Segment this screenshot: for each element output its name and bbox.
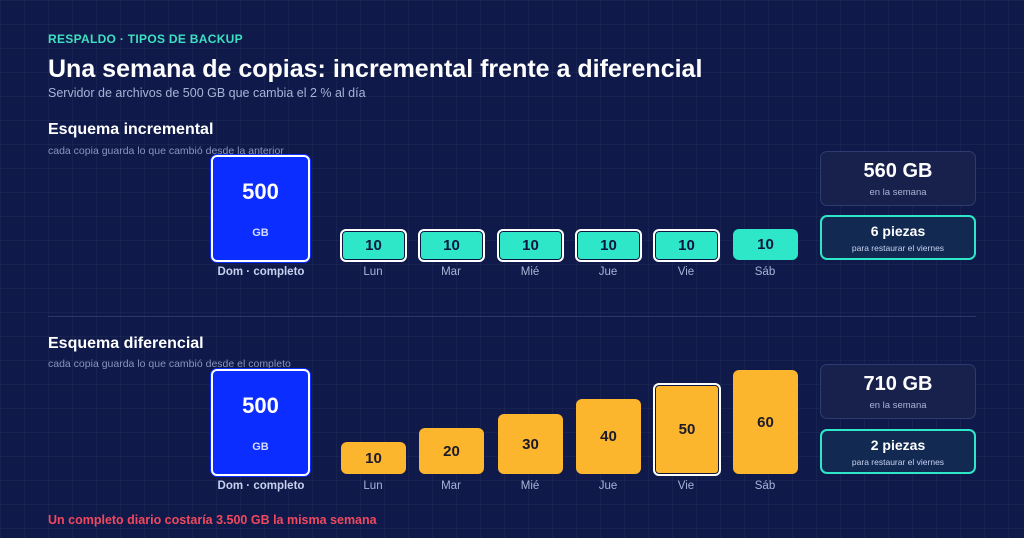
incremental-day-thu: Jue [598,266,618,278]
differential-bar-wed: 30 [498,414,563,474]
incremental-day-fri: Vie [677,266,695,278]
incremental-bar-tue: 10 [418,229,485,262]
incremental-total-value: 560 GB [863,159,933,182]
differential-total-value: 710 GB [863,372,933,395]
incremental-pieces-label: para restaurar el viernes [851,242,945,253]
incremental-title: Esquema incremental [48,121,214,138]
incremental-day-wed: Mié [520,266,540,278]
incremental-description: cada copia guarda lo que cambió desde la… [48,145,284,157]
differential-total-label: en la semana [869,399,927,411]
full-backup-value: 500 [242,178,279,204]
differential-bar-tue: 20 [419,428,484,474]
incremental-day-tue: Mar [441,266,461,278]
incremental-full-backup-bar: 500 GB [211,155,310,262]
incremental-full-backup-label: Dom · completo [217,266,305,278]
differential-pieces-label: para restaurar el viernes [851,456,945,467]
page-subtitle: Servidor de archivos de 500 GB que cambi… [48,86,366,100]
section-divider [48,316,976,317]
footnote: Un completo diario costaría 3.500 GB la … [48,513,377,527]
incremental-pieces-card: 6 piezas para restaurar el viernes [820,215,976,260]
incremental-day-sat: Sáb [754,266,776,278]
incremental-pieces-value: 6 piezas [870,222,926,239]
differential-day-thu: Jue [598,480,618,492]
differential-bar-mon: 10 [341,442,406,474]
incremental-bar-sat: 10 [733,229,798,260]
differential-day-sat: Sáb [754,480,776,492]
differential-bar-thu: 40 [576,399,641,474]
differential-day-fri: Vie [677,480,695,492]
incremental-bar-mon: 10 [340,229,407,262]
full-backup-value: 500 [242,392,279,418]
incremental-bar-wed: 10 [497,229,564,262]
differential-full-backup-bar: 500 GB [211,369,310,476]
differential-day-mon: Lun [363,480,383,492]
differential-title: Esquema diferencial [48,335,204,352]
differential-day-tue: Mar [441,480,461,492]
incremental-total-card: 560 GB en la semana [820,151,976,206]
differential-description: cada copia guarda lo que cambió desde el… [48,358,291,370]
differential-bar-sat: 60 [733,370,798,474]
differential-total-card: 710 GB en la semana [820,364,976,419]
eyebrow: RESPALDO · TIPOS DE BACKUP [48,32,243,46]
incremental-day-mon: Lun [363,266,383,278]
differential-pieces-card: 2 piezas para restaurar el viernes [820,429,976,474]
incremental-bar-fri: 10 [653,229,720,262]
page-title: Una semana de copias: incremental frente… [48,55,703,83]
differential-bar-fri: 50 [653,383,721,476]
incremental-total-label: en la semana [869,186,927,198]
differential-day-wed: Mié [520,480,540,492]
incremental-bar-thu: 10 [575,229,642,262]
differential-pieces-value: 2 piezas [870,436,926,453]
full-backup-unit: GB [252,440,269,453]
full-backup-unit: GB [252,226,269,239]
differential-full-backup-label: Dom · completo [217,480,305,492]
